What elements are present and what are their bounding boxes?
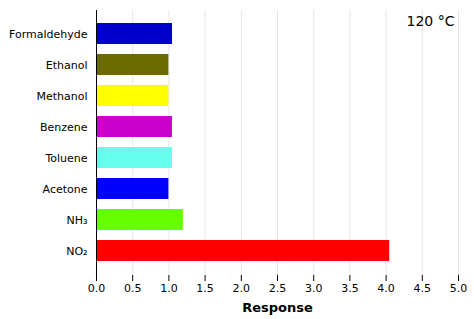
svg-text:3.5: 3.5 (341, 282, 359, 295)
svg-text:2.5: 2.5 (269, 282, 287, 295)
svg-text:0.5: 0.5 (124, 282, 142, 295)
svg-text:120 °C: 120 °C (407, 13, 455, 29)
svg-text:Acetone: Acetone (43, 183, 88, 196)
svg-text:Benzene: Benzene (40, 121, 88, 134)
svg-text:2.0: 2.0 (233, 282, 251, 295)
svg-text:NO₂: NO₂ (66, 245, 87, 258)
svg-text:Formaldehyde: Formaldehyde (9, 28, 88, 41)
svg-text:Toluene: Toluene (44, 152, 87, 165)
svg-text:1.5: 1.5 (196, 282, 214, 295)
svg-text:5.0: 5.0 (450, 282, 468, 295)
svg-text:1.0: 1.0 (160, 282, 178, 295)
svg-text:NH₃: NH₃ (67, 214, 88, 227)
svg-text:4.5: 4.5 (414, 282, 432, 295)
svg-text:3.0: 3.0 (305, 282, 323, 295)
svg-text:4.0: 4.0 (377, 282, 395, 295)
svg-text:0.0: 0.0 (88, 282, 106, 295)
svg-text:Ethanol: Ethanol (46, 59, 88, 72)
svg-text:Response: Response (242, 300, 313, 315)
svg-text:Methanol: Methanol (36, 90, 87, 103)
